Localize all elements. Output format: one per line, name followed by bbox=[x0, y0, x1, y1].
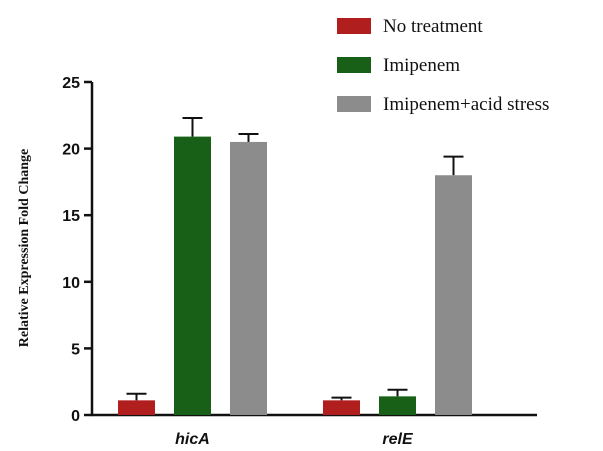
bar-hicA-1 bbox=[174, 136, 211, 415]
bar-hicA-2 bbox=[230, 141, 267, 415]
legend: No treatment Imipenem Imipenem+acid stress bbox=[337, 16, 549, 115]
y-tick-label: 0 bbox=[71, 408, 80, 425]
y-tick-label: 10 bbox=[62, 275, 80, 292]
y-tick-label: 5 bbox=[71, 341, 80, 358]
y-tick-label: 25 bbox=[62, 75, 80, 92]
bar-relE-2 bbox=[435, 175, 472, 415]
y-tick-label: 15 bbox=[62, 208, 80, 225]
legend-label: Imipenem+acid stress bbox=[383, 94, 549, 115]
legend-label: Imipenem bbox=[383, 55, 460, 76]
plot-area: 0 5 10 15 20 25 hicA relE bbox=[62, 75, 537, 448]
legend-label: No treatment bbox=[383, 16, 483, 37]
legend-swatch bbox=[337, 57, 371, 73]
bar-relE-0 bbox=[323, 400, 360, 415]
y-tick-label: 20 bbox=[62, 142, 80, 159]
bar-relE-1 bbox=[379, 396, 416, 415]
legend-swatch bbox=[337, 18, 371, 34]
bar-hicA-0 bbox=[118, 400, 155, 415]
x-category-label: hicA bbox=[175, 431, 210, 448]
x-category-label: relE bbox=[382, 431, 414, 448]
legend-swatch bbox=[337, 96, 371, 112]
y-axis-label: Relative Expression Fold Change bbox=[17, 149, 32, 347]
